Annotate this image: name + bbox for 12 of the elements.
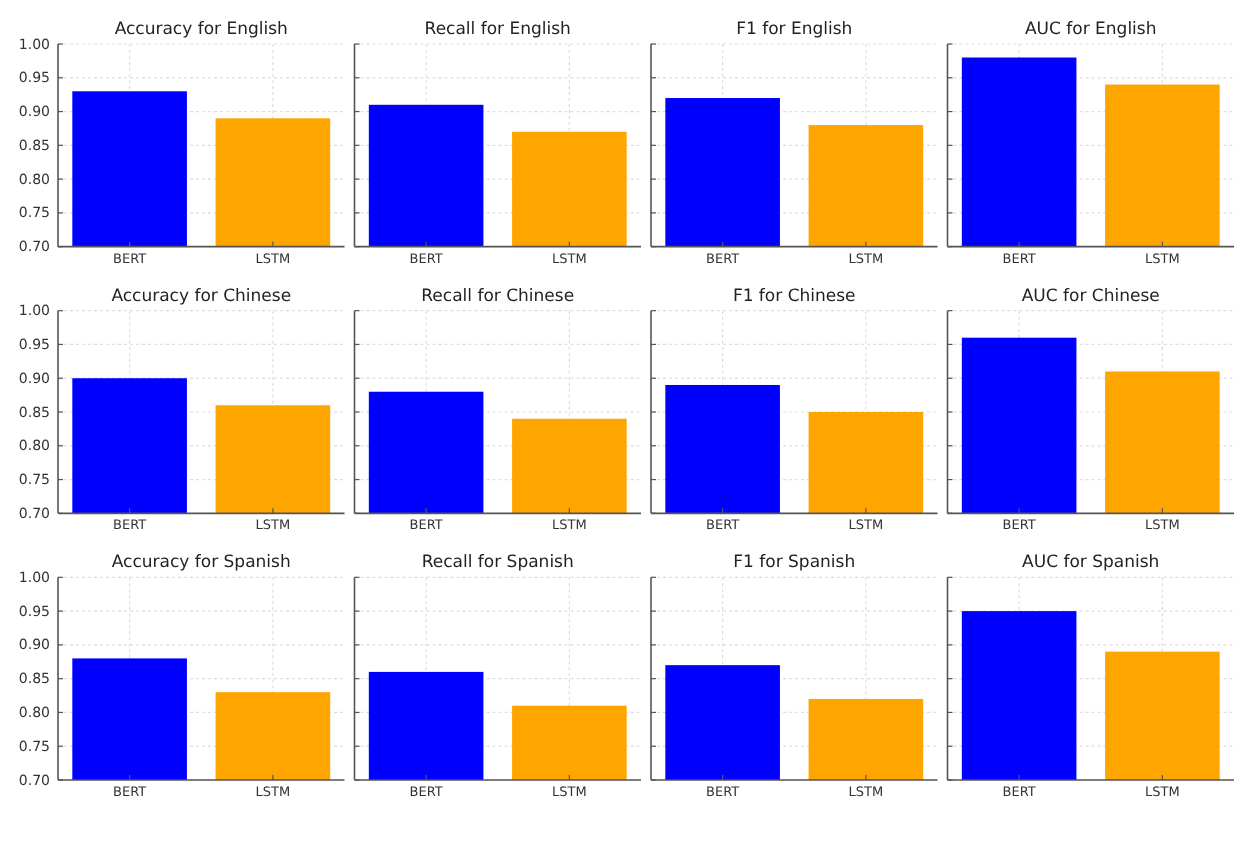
chart-title: Recall for English: [424, 20, 571, 40]
chart-title: Recall for Chinese: [421, 286, 575, 307]
chart-title: Accuracy for Chinese: [111, 286, 292, 307]
chart-title: Recall for Spanish: [421, 553, 574, 574]
chart-title: F1 for Spanish: [733, 553, 856, 574]
chart-title: F1 for English: [736, 20, 853, 40]
chart-title: F1 for Chinese: [732, 286, 856, 307]
chart-title: Accuracy for Spanish: [111, 553, 291, 574]
chart-title: Accuracy for English: [114, 20, 288, 40]
chart-title: AUC for Chinese: [1021, 286, 1160, 307]
chart-title: AUC for Spanish: [1022, 553, 1160, 574]
chart-title: AUC for English: [1024, 20, 1157, 40]
